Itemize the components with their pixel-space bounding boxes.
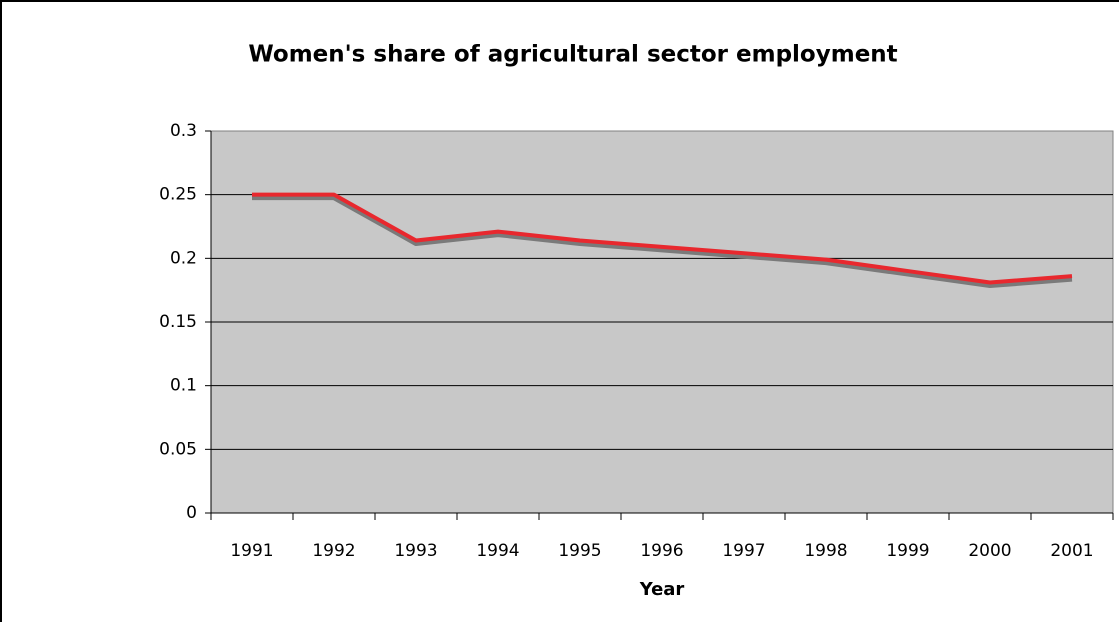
chart-title: Women's share of agricultural sector emp…: [248, 42, 897, 68]
x-tick-label: 1996: [640, 541, 683, 561]
y-tick-label: 0.25: [159, 185, 197, 205]
x-tick-label: 1992: [312, 541, 355, 561]
x-tick-label: 1999: [886, 541, 929, 561]
x-tick-label: 1995: [558, 541, 601, 561]
x-tick-label: 1993: [394, 541, 437, 561]
y-tick-label: 0.1: [170, 376, 197, 396]
y-tick-label: 0: [186, 503, 197, 523]
x-tick-label: 1997: [722, 541, 765, 561]
y-tick-label: 0.2: [170, 248, 197, 268]
x-tick-label: 1994: [476, 541, 519, 561]
x-tick-label: 1991: [230, 541, 273, 561]
line: [252, 192, 1073, 285]
x-axis-title: Year: [639, 579, 685, 600]
y-tick-label: 0.05: [159, 439, 197, 459]
x-tick-label: 1998: [804, 541, 847, 561]
y-tick-label: 0.3: [170, 121, 197, 141]
x-tick-label: 2001: [1050, 541, 1093, 561]
line-shadow: [252, 195, 1073, 289]
x-tick-label: 2000: [968, 541, 1011, 561]
y-tick-label: 0.15: [159, 312, 197, 332]
